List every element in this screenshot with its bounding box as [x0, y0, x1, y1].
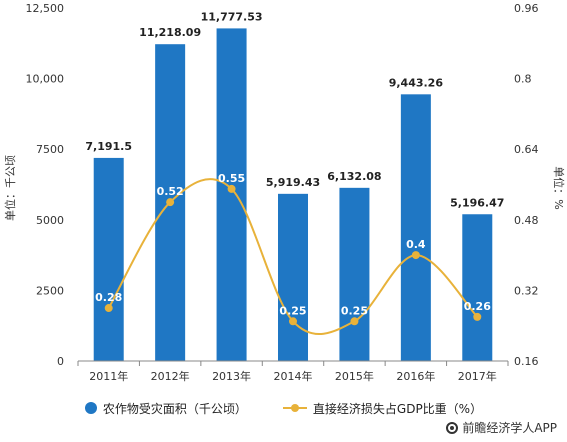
y2-tick-label: 0.8 — [514, 73, 532, 86]
line-series — [104, 178, 482, 335]
x-tick-label: 2016年 — [396, 369, 435, 383]
axes: 0 2500 5000 7500 10,000 12,500 0.16 0.32 0.48 0.6… — [26, 2, 539, 383]
y-axis-title: 单位：千公顷 — [3, 155, 17, 221]
y2-tick-label: 0.96 — [514, 2, 539, 15]
legend-bar-swatch — [84, 402, 97, 414]
bar-value-label: 7,191.5 — [85, 140, 132, 153]
bar — [278, 193, 308, 361]
x-tick-label: 2017年 — [458, 369, 497, 383]
legend-item-bar: 农作物受灾面积（千公顷） — [84, 400, 247, 417]
legend: 农作物受灾面积（千公顷） 直接经济损失占GDP比重（%） — [0, 398, 567, 418]
line-value-label: 0.4 — [406, 238, 426, 251]
brand-footer: 前瞻经济学人APP — [446, 419, 557, 436]
line-point — [473, 312, 482, 321]
y-tick-label: 7500 — [36, 143, 64, 156]
bar — [93, 157, 124, 361]
x-tick-label: 2015年 — [335, 369, 374, 383]
line-value-label: 0.55 — [218, 172, 245, 185]
y-tick-label: 5000 — [36, 214, 64, 227]
y2-tick-label: 0.32 — [514, 284, 539, 297]
bar-value-label: 11,777.53 — [201, 10, 263, 23]
line-value-label: 0.25 — [341, 304, 368, 317]
line-point — [227, 184, 236, 193]
y2-axis-title: 单位：% — [552, 166, 566, 209]
bar-value-label: 11,218.09 — [139, 26, 201, 39]
legend-item-line: 直接经济损失占GDP比重（%） — [282, 400, 483, 417]
bar-value-label: 6,132.08 — [327, 170, 381, 183]
line-point — [166, 198, 175, 207]
line-value-label: 0.28 — [95, 291, 122, 304]
brand-text: 前瞻经济学人APP — [462, 421, 557, 435]
bar — [400, 94, 431, 362]
x-tick-label: 2011年 — [89, 369, 128, 383]
y2-tick-label: 0.64 — [514, 143, 539, 156]
y-tick-label: 10,000 — [26, 73, 65, 86]
bar-value-label: 5,196.47 — [450, 196, 504, 209]
y2-tick-label: 0.16 — [514, 355, 539, 368]
line-point — [411, 251, 420, 260]
line-value-label: 0.26 — [464, 300, 491, 313]
y-tick-label: 12,500 — [26, 2, 65, 15]
bar — [339, 187, 370, 361]
bar — [462, 214, 493, 361]
y-tick-label: 0 — [57, 355, 64, 368]
line-point — [350, 317, 359, 326]
line-point — [289, 317, 297, 326]
x-tick-label: 2012年 — [151, 369, 190, 383]
y-tick-label: 2500 — [36, 284, 64, 297]
legend-line-swatch — [282, 402, 307, 414]
legend-bar-label: 农作物受灾面积（千公顷） — [102, 401, 247, 416]
line-value-label: 0.25 — [279, 304, 306, 317]
brand-logo-icon — [446, 421, 459, 434]
bar-value-label: 9,443.26 — [389, 76, 444, 89]
y2-tick-label: 0.48 — [514, 214, 539, 227]
x-tick-label: 2014年 — [274, 369, 313, 383]
bar-series — [93, 28, 493, 362]
legend-line-label: 直接经济损失占GDP比重（%） — [312, 401, 483, 416]
bar-value-label: 5,919.43 — [266, 176, 320, 189]
bar — [216, 28, 247, 361]
line-point — [104, 304, 113, 313]
line-value-label: 0.52 — [157, 185, 184, 198]
x-tick-label: 2013年 — [212, 369, 251, 383]
